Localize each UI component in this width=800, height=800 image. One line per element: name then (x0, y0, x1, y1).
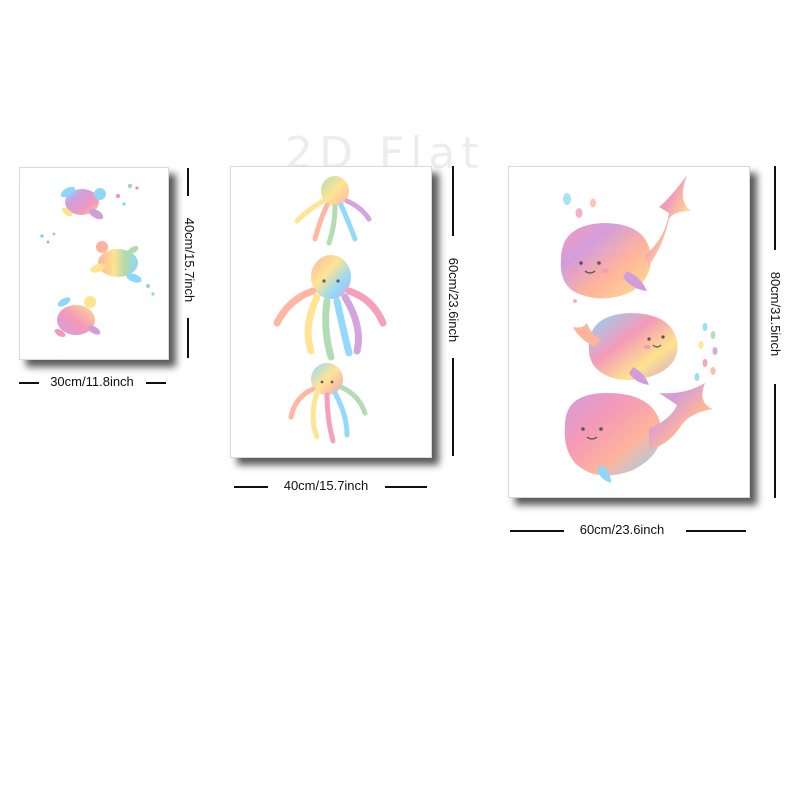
poster-2-width-line-left (234, 486, 268, 488)
poster-2-height-line-top (452, 166, 454, 236)
poster-2-width-label: 40cm/15.7inch (283, 478, 369, 493)
whale-1 (560, 175, 691, 299)
poster-1-height-line-bottom (187, 318, 189, 358)
poster-turtles (19, 167, 169, 360)
poster-1-width-line-left (19, 382, 39, 384)
poster-2-height-line-bottom (452, 358, 454, 456)
poster-1-width-line-right (146, 382, 166, 384)
octopus-2 (273, 255, 387, 361)
poster-whales (508, 166, 750, 498)
turtle-3 (54, 296, 101, 337)
whale-3 (564, 383, 713, 483)
turtles-artwork (40, 183, 155, 337)
poster-3-width-line-right (686, 530, 746, 532)
poster-1-width-label: 30cm/11.8inch (50, 374, 134, 389)
poster-3-height-line-top (774, 166, 776, 250)
whales-artwork (560, 175, 718, 483)
poster-1-height-label: 40cm/15.7inch (182, 217, 197, 303)
octopus-3 (288, 363, 368, 444)
poster-3-height-label: 80cm/31.5inch (768, 271, 783, 357)
turtle-2 (90, 241, 142, 283)
poster-octopuses (230, 166, 432, 458)
poster-3-width-label: 60cm/23.6inch (579, 522, 665, 537)
octopus-1 (294, 176, 372, 246)
whale-2 (573, 313, 678, 385)
turtle-1 (60, 186, 106, 220)
poster-1-height-line-top (187, 168, 189, 196)
poster-3-height-line-bottom (774, 384, 776, 498)
poster-2-height-label: 60cm/23.6inch (446, 257, 461, 343)
octopuses-artwork (273, 176, 387, 444)
poster-2-width-line-right (385, 486, 427, 488)
poster-3-width-line-left (510, 530, 564, 532)
